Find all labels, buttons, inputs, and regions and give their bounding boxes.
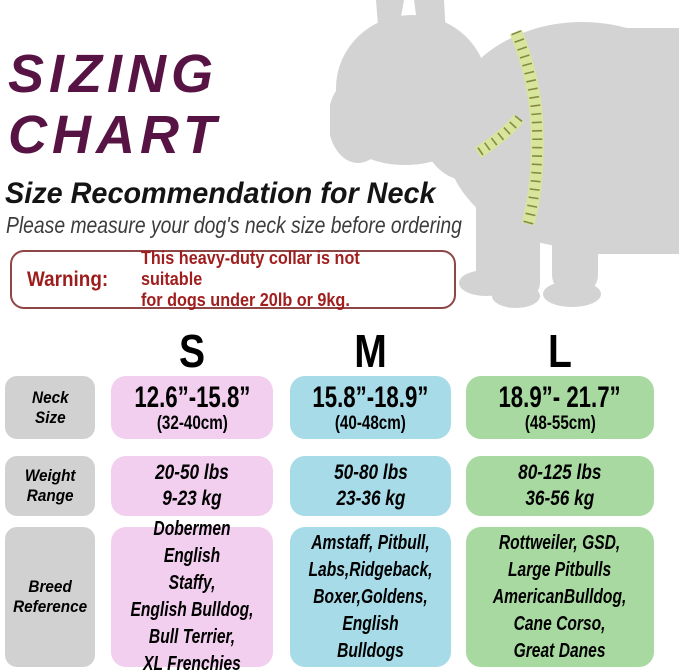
breed-text-l: Rottweiler, GSD, Large Pitbulls American…	[493, 531, 627, 662]
weight-text-l: 80-125 lbs 36-56 kg	[518, 461, 602, 510]
weight-text-m: 50-80 lbs 23-36 kg	[333, 461, 408, 510]
breed-cell-l: Rottweiler, GSD, Large Pitbulls American…	[466, 527, 654, 667]
row-label-breed-reference-text: Breed Reference	[13, 577, 87, 616]
page-title-line2: CHART	[8, 105, 221, 165]
breed-cell-m: Amstaff, Pitbull, Labs,Ridgeback, Boxer,…	[290, 527, 451, 667]
dog-front-leg	[476, 150, 514, 288]
page-title-line1: SIZING	[8, 44, 219, 104]
measure-note: Please measure your dog's neck size befo…	[6, 212, 462, 238]
dog-second-paw	[492, 284, 540, 308]
neck-cm-m: (40-48cm)	[335, 413, 406, 434]
breed-text-m: Amstaff, Pitbull, Labs,Ridgeback, Boxer,…	[308, 531, 433, 662]
dog-hind-leg	[552, 222, 598, 294]
neck-size-cell-l: 18.9”- 21.7” (48-55cm)	[466, 376, 654, 439]
neck-range-s: 12.6”-15.8”	[133, 381, 251, 414]
dog-silhouette	[330, 0, 679, 308]
breed-cell-s: Dobermen English Staffy, English Bulldog…	[111, 518, 273, 672]
neck-cm-l: (48-55cm)	[524, 413, 596, 434]
page-title: SIZING CHART	[8, 44, 221, 166]
dog-hind-paw	[543, 281, 601, 307]
column-header-l: L	[548, 325, 572, 377]
weight-text-s: 20-50 lbs 9-23 kg	[155, 461, 229, 510]
row-label-weight-range: Weight Range	[5, 456, 95, 516]
tape-main-band	[509, 29, 544, 226]
dog-torso-right	[580, 28, 679, 254]
row-label-weight-range-text: Weight Range	[24, 466, 76, 505]
neck-size-cell-m: 15.8”-18.9” (40-48cm)	[290, 376, 451, 439]
row-label-breed-reference: Breed Reference	[5, 527, 95, 667]
neck-range-m: 15.8”-18.9”	[312, 381, 429, 414]
dog-second-leg	[506, 218, 540, 298]
tape-branch-ticks	[475, 115, 523, 157]
column-header-s: S	[178, 325, 206, 377]
breed-text-s: Dobermen English Staffy, English Bulldog…	[130, 518, 254, 672]
warning-label: Warning:	[27, 267, 109, 291]
weight-cell-s: 20-50 lbs 9-23 kg	[111, 456, 273, 516]
neck-size-cell-s: 12.6”-15.8” (32-40cm)	[111, 376, 273, 439]
warning-box: Warning: This heavy-duty collar is not s…	[10, 248, 456, 310]
neck-range-l: 18.9”- 21.7”	[498, 381, 622, 414]
dog-body	[330, 0, 679, 308]
row-label-neck-size-text: Neck Size	[31, 387, 69, 427]
weight-cell-m: 50-80 lbs 23-36 kg	[290, 456, 451, 516]
column-header-m: M	[354, 325, 387, 377]
row-label-neck-size: Neck Size	[5, 376, 95, 439]
page-subtitle: Size Recommendation for Neck	[5, 177, 436, 210]
warning-text: This heavy-duty collar is not suitable f…	[141, 248, 360, 310]
neck-cm-s: (32-40cm)	[156, 413, 228, 434]
weight-cell-l: 80-125 lbs 36-56 kg	[466, 456, 654, 516]
measuring-tape	[474, 29, 544, 226]
